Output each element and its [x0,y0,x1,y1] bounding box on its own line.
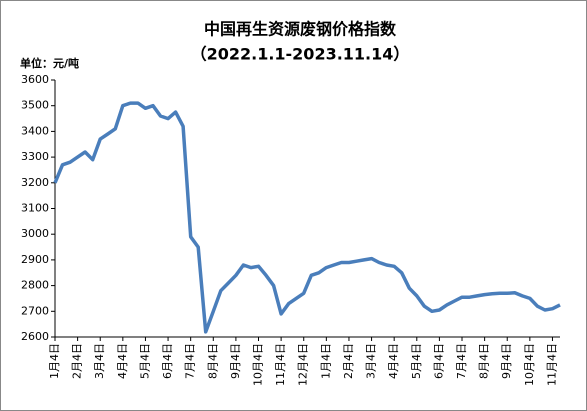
x-tick-label: 2月4日 [342,343,355,379]
y-tick-label: 3100 [21,202,49,215]
y-tick-label: 2700 [21,304,49,317]
x-tick-label: 5月4日 [138,343,151,379]
y-tick-label: 3200 [21,176,49,189]
chart-title: 中国再生资源废钢价格指数 [204,20,397,39]
x-tick-label: 4月4日 [387,343,400,379]
x-tick-label: 11月4日 [274,343,287,386]
chart-subtitle: （2022.1.1-2023.11.14） [191,45,410,64]
x-tick-label: 1月4日 [319,343,332,379]
y-tick-label: 3500 [21,99,49,112]
x-tick-label: 8月4日 [206,343,219,379]
x-tick-label: 10月4日 [252,343,265,386]
y-axis-label: 单位：元/吨 [20,56,79,70]
x-tick-label: 9月4日 [229,343,242,379]
y-tick-label: 3600 [21,73,49,86]
x-tick-label: 4月4日 [116,343,129,379]
x-tick-label: 11月4日 [545,343,558,386]
x-tick-label: 7月4日 [184,343,197,379]
series-line [53,101,561,334]
x-tick-label: 9月4日 [500,343,513,379]
x-tick-label: 12月4日 [297,343,310,386]
x-tick-label: 6月4日 [432,343,445,379]
x-tick-label: 3月4日 [365,343,378,379]
x-tick-label: 7月4日 [455,343,468,379]
y-tick-label: 2600 [21,330,49,343]
x-tick-label: 8月4日 [478,343,491,379]
y-tick-label: 3400 [21,124,49,137]
y-tick-label: 3300 [21,150,49,163]
x-tick-label: 6月4日 [161,343,174,379]
y-tick-label: 2800 [21,279,49,292]
x-tick-label: 1月4日 [48,343,61,379]
x-tick-label: 3月4日 [93,343,106,379]
y-tick-label: 2900 [21,253,49,266]
x-tick-label: 5月4日 [410,343,423,379]
y-tick-label: 3000 [21,227,49,240]
x-tick-label: 10月4日 [523,343,536,386]
x-tick-label: 2月4日 [71,343,84,379]
